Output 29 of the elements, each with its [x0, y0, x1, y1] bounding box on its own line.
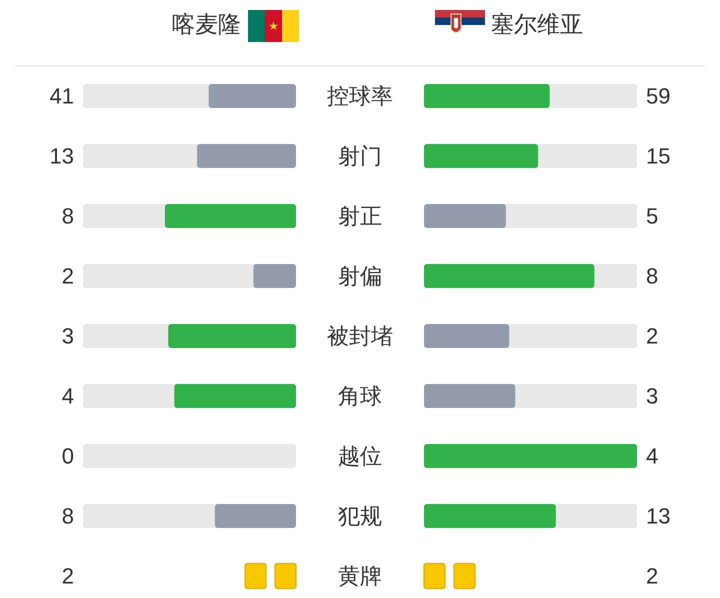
- data-label: 8: [62, 204, 74, 228]
- data-label: 4: [62, 384, 74, 408]
- category-label: 越位: [338, 444, 382, 468]
- category-label: 射正: [338, 204, 382, 228]
- data-label: 2: [646, 564, 658, 588]
- data-label: 2: [62, 564, 74, 588]
- data-label: 8: [62, 504, 74, 528]
- data-label: 8: [646, 264, 658, 288]
- text: 喀麦隆: [172, 11, 241, 37]
- category-label: 犯规: [338, 504, 382, 528]
- data-label: 13: [646, 504, 670, 528]
- data-label: 15: [646, 144, 670, 168]
- data-label: 4: [646, 444, 658, 468]
- data-label: 2: [62, 264, 74, 288]
- category-label: 角球: [338, 384, 382, 408]
- category-label: 控球率: [327, 84, 393, 108]
- data-label: 2: [646, 324, 658, 348]
- legend-label: 塞尔维亚: [491, 11, 583, 37]
- data-label: 3: [62, 324, 74, 348]
- category-label: 被封堵: [327, 324, 393, 348]
- data-label: 59: [646, 84, 670, 108]
- data-label: 41: [50, 84, 74, 108]
- category-label: 射偏: [338, 264, 382, 288]
- data-label: 3: [646, 384, 658, 408]
- data-label: 5: [646, 204, 658, 228]
- data-label: 13: [50, 144, 74, 168]
- category-label: 黄牌: [338, 564, 382, 588]
- data-label: 0: [62, 444, 74, 468]
- category-label: 射门: [338, 144, 382, 168]
